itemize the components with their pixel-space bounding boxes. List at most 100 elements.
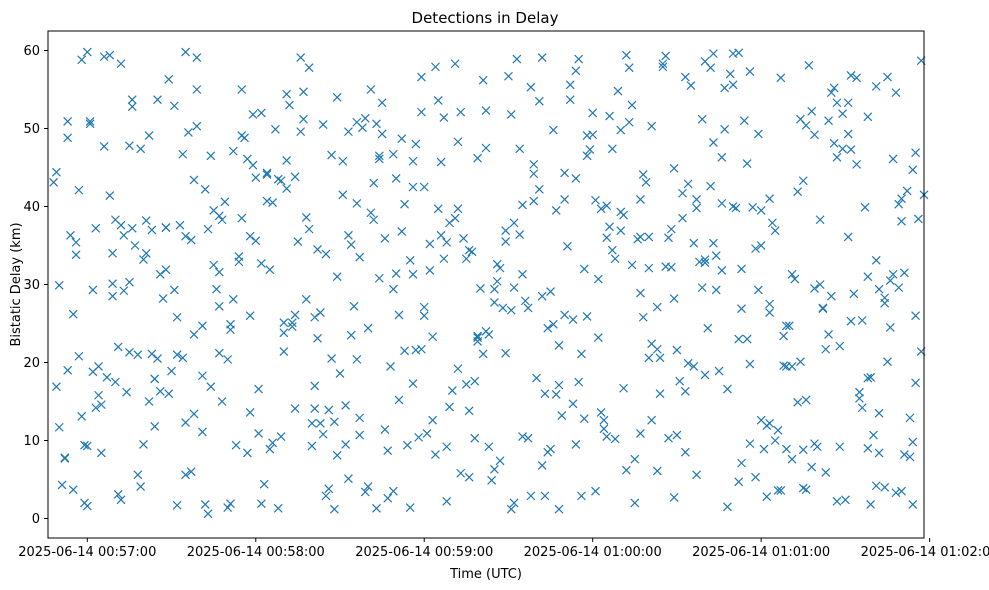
data-point bbox=[122, 387, 132, 397]
data-point bbox=[885, 322, 895, 332]
data-point bbox=[245, 231, 255, 241]
data-point bbox=[108, 291, 118, 301]
data-point bbox=[400, 346, 410, 356]
data-point bbox=[571, 66, 581, 76]
data-point bbox=[391, 269, 401, 279]
data-point bbox=[700, 56, 710, 66]
data-point bbox=[178, 353, 188, 363]
data-point bbox=[416, 72, 426, 82]
data-point bbox=[338, 190, 348, 200]
data-point bbox=[158, 294, 168, 303]
x-tick-label: 2025-06-14 00:58:00 bbox=[187, 545, 325, 560]
data-point bbox=[779, 361, 789, 371]
data-point bbox=[124, 277, 134, 287]
data-point bbox=[745, 439, 755, 449]
data-point bbox=[259, 479, 269, 489]
data-point bbox=[854, 393, 864, 403]
data-point bbox=[355, 252, 365, 262]
data-point bbox=[591, 486, 600, 496]
data-point bbox=[256, 499, 266, 509]
data-point bbox=[153, 354, 162, 364]
data-point bbox=[518, 269, 527, 279]
data-point bbox=[355, 430, 365, 440]
data-point bbox=[787, 454, 797, 464]
data-point bbox=[332, 92, 342, 102]
data-point bbox=[355, 413, 365, 423]
data-point bbox=[605, 222, 614, 232]
data-point bbox=[512, 54, 522, 64]
data-point bbox=[781, 321, 791, 331]
data-point bbox=[518, 432, 527, 442]
data-point bbox=[206, 151, 216, 161]
data-point bbox=[124, 347, 134, 357]
data-point bbox=[102, 372, 112, 382]
data-point bbox=[897, 486, 906, 496]
data-point bbox=[453, 364, 463, 374]
data-point bbox=[296, 53, 306, 62]
data-point bbox=[335, 368, 345, 378]
data-point bbox=[248, 160, 258, 170]
data-point bbox=[141, 248, 151, 258]
data-point bbox=[481, 143, 491, 153]
data-point bbox=[425, 266, 435, 275]
data-point bbox=[391, 173, 401, 183]
data-point bbox=[658, 59, 668, 69]
data-point bbox=[150, 422, 160, 431]
data-point bbox=[436, 230, 446, 240]
data-point bbox=[571, 173, 581, 183]
data-point bbox=[796, 357, 805, 367]
data-point bbox=[49, 177, 59, 187]
data-point bbox=[489, 464, 499, 474]
data-point bbox=[91, 403, 101, 413]
data-point bbox=[237, 131, 247, 140]
data-point bbox=[310, 381, 320, 391]
data-point bbox=[315, 308, 325, 318]
data-point bbox=[206, 382, 216, 392]
data-point bbox=[790, 274, 800, 284]
data-point bbox=[680, 72, 690, 82]
data-point bbox=[607, 144, 617, 154]
data-point bbox=[94, 361, 103, 371]
data-point bbox=[537, 461, 547, 470]
data-point bbox=[290, 172, 300, 182]
data-point bbox=[301, 294, 311, 304]
data-point bbox=[133, 470, 143, 480]
data-point bbox=[287, 318, 297, 328]
data-point bbox=[352, 198, 362, 208]
data-point bbox=[664, 233, 673, 243]
data-point bbox=[908, 500, 918, 509]
data-point bbox=[759, 444, 769, 454]
data-point bbox=[739, 116, 749, 126]
data-point bbox=[374, 151, 384, 161]
data-point bbox=[554, 340, 564, 350]
data-point bbox=[262, 170, 272, 179]
data-point bbox=[428, 332, 438, 342]
data-point bbox=[796, 114, 805, 124]
data-point bbox=[568, 399, 578, 409]
data-point bbox=[329, 417, 339, 427]
data-point bbox=[366, 85, 376, 94]
data-point bbox=[470, 433, 480, 443]
data-point bbox=[492, 259, 502, 269]
data-point bbox=[897, 194, 906, 204]
data-point bbox=[161, 223, 171, 232]
data-point bbox=[843, 98, 853, 108]
data-point bbox=[139, 439, 148, 449]
data-point bbox=[445, 218, 454, 228]
data-point bbox=[169, 101, 179, 111]
data-point bbox=[209, 260, 219, 270]
data-point bbox=[666, 262, 676, 272]
data-point bbox=[501, 237, 511, 247]
data-point bbox=[655, 389, 665, 399]
data-point bbox=[582, 151, 592, 161]
data-point bbox=[652, 466, 662, 476]
data-point bbox=[532, 373, 541, 383]
data-point bbox=[155, 386, 165, 396]
data-point bbox=[394, 310, 404, 320]
data-point bbox=[332, 272, 342, 282]
data-point bbox=[352, 117, 362, 127]
data-point bbox=[498, 303, 508, 313]
data-point bbox=[108, 248, 118, 258]
data-point bbox=[237, 85, 247, 94]
data-point bbox=[442, 496, 452, 506]
